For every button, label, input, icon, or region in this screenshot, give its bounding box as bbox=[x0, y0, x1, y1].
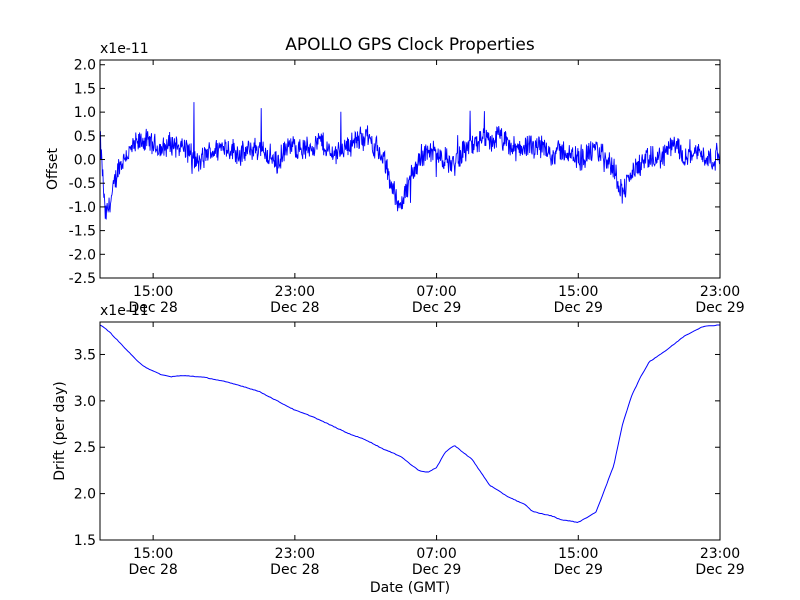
offset-x-tick-date: Dec 29 bbox=[412, 300, 461, 316]
offset-y-tick-label: 0.0 bbox=[74, 153, 96, 169]
offset-x-tick-time: 23:00 bbox=[275, 284, 315, 300]
chart-title: APOLLO GPS Clock Properties bbox=[285, 35, 535, 55]
drift-x-tick-time: 23:00 bbox=[700, 546, 740, 562]
drift-y-axis-label: Drift (per day) bbox=[52, 381, 68, 480]
drift-x-tick-time: 23:00 bbox=[275, 546, 315, 562]
offset-y-axis-label: Offset bbox=[45, 147, 61, 190]
offset-y-tick-label: -1.5 bbox=[69, 224, 96, 240]
drift-x-tick-time: 07:00 bbox=[416, 546, 456, 562]
drift-y-tick-label: 2.0 bbox=[74, 487, 96, 503]
drift-x-tick-time: 15:00 bbox=[558, 546, 598, 562]
drift-series-line bbox=[100, 324, 720, 524]
offset-y-tick-label: -2.0 bbox=[69, 247, 96, 263]
drift-axes-frame bbox=[99, 321, 721, 541]
offset-series-line bbox=[100, 102, 720, 220]
drift-y-tick-label: 3.0 bbox=[74, 394, 96, 410]
offset-x-tick-date: Dec 29 bbox=[695, 300, 744, 316]
offset-x-tick-date: Dec 28 bbox=[270, 300, 319, 316]
drift-y-tick-label: 3.5 bbox=[74, 347, 96, 363]
drift-x-tick-date: Dec 29 bbox=[554, 562, 603, 578]
offset-x-tick-time: 15:00 bbox=[133, 284, 173, 300]
x-axis-label: Date (GMT) bbox=[370, 580, 450, 596]
drift-x-tick-date: Dec 29 bbox=[695, 562, 744, 578]
offset-y-tick-label: -2.5 bbox=[69, 271, 96, 287]
offset-axes-frame bbox=[99, 59, 721, 279]
offset-y-tick-label: 0.5 bbox=[74, 129, 96, 145]
drift-y-tick-label: 2.5 bbox=[74, 440, 96, 456]
offset-y-tick-label: 2.0 bbox=[74, 58, 96, 74]
drift-scale-label: x1e-11 bbox=[100, 303, 149, 319]
offset-y-tick-label: -0.5 bbox=[69, 176, 96, 192]
offset-x-tick-date: Dec 29 bbox=[554, 300, 603, 316]
drift-x-tick-date: Dec 28 bbox=[128, 562, 177, 578]
drift-x-tick-date: Dec 28 bbox=[270, 562, 319, 578]
offset-y-tick-label: -1.0 bbox=[69, 200, 96, 216]
offset-y-tick-label: 1.0 bbox=[74, 105, 96, 121]
offset-x-tick-time: 07:00 bbox=[416, 284, 456, 300]
offset-y-tick-label: 1.5 bbox=[74, 81, 96, 97]
drift-y-tick-label: 1.5 bbox=[74, 533, 96, 549]
drift-x-tick-time: 15:00 bbox=[133, 546, 173, 562]
offset-x-tick-time: 23:00 bbox=[700, 284, 740, 300]
offset-x-tick-time: 15:00 bbox=[558, 284, 598, 300]
offset-scale-label: x1e-11 bbox=[100, 41, 149, 57]
offset-x-tick-date: Dec 28 bbox=[128, 300, 177, 316]
offset-subplot: 2.0 1.5 1.0 0.5 0.0 -0.5 -1.0 -1.5 -2.0 -2.5 15:00… bbox=[45, 41, 745, 316]
drift-x-tick-date: Dec 29 bbox=[412, 562, 461, 578]
